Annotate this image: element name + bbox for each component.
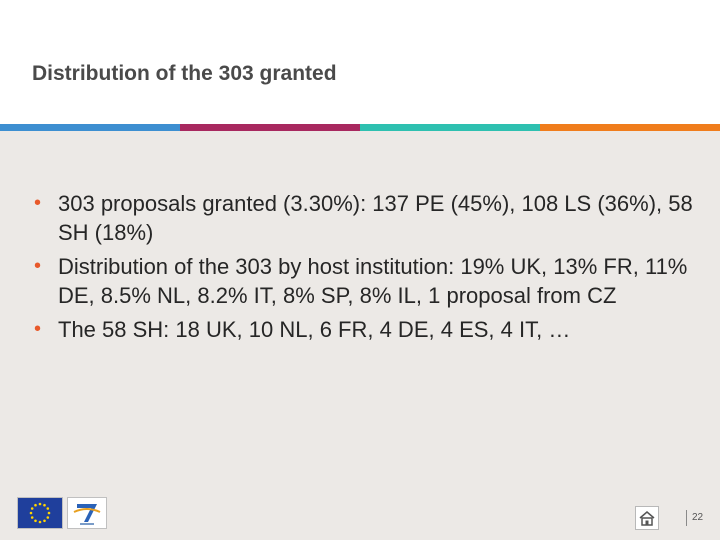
home-icon <box>639 511 655 526</box>
page-number-divider <box>686 510 687 526</box>
stripe-blue <box>0 124 180 131</box>
bullet-text: 303 proposals granted (3.30%): 137 PE (4… <box>58 191 693 245</box>
stripe-teal <box>360 124 540 131</box>
bullet-dot-icon: • <box>34 318 42 340</box>
content-area <box>0 131 720 540</box>
stripe-magenta <box>180 124 360 131</box>
fp7-logo-icon <box>67 497 107 529</box>
home-button[interactable] <box>635 506 659 530</box>
stripe-orange <box>540 124 720 131</box>
bullet-item: • 303 proposals granted (3.30%): 137 PE … <box>34 189 694 247</box>
bullet-dot-icon: • <box>34 255 42 277</box>
eu-flag-icon <box>17 497 63 529</box>
bullet-text: The 58 SH: 18 UK, 10 NL, 6 FR, 4 DE, 4 E… <box>58 317 571 342</box>
bullet-list: • 303 proposals granted (3.30%): 137 PE … <box>34 189 694 349</box>
slide-title: Distribution of the 303 granted <box>32 62 337 85</box>
bullet-text: Distribution of the 303 by host institut… <box>58 254 688 308</box>
slide-header: Distribution of the 303 granted <box>0 0 720 124</box>
bullet-dot-icon: • <box>34 192 42 214</box>
page-number: 22 <box>692 512 704 523</box>
bullet-item: • The 58 SH: 18 UK, 10 NL, 6 FR, 4 DE, 4… <box>34 315 694 344</box>
bullet-item: • Distribution of the 303 by host instit… <box>34 252 694 310</box>
